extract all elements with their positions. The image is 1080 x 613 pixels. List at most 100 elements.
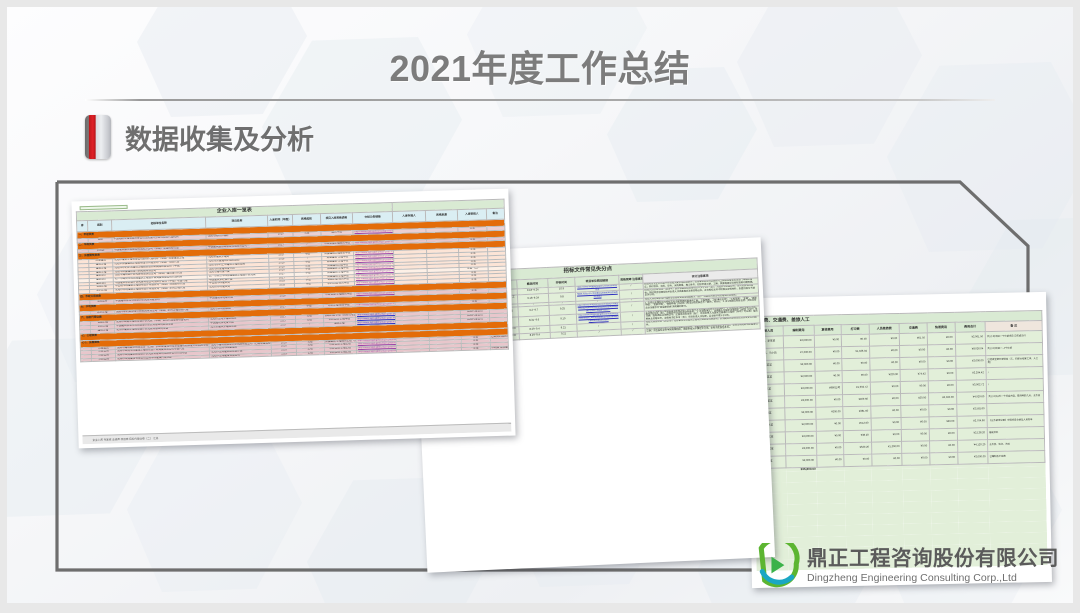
sheet3-filler-cell: [844, 480, 873, 493]
spreadsheet-surface: 企业入库一览表 序 类别 招标单位名称 项目名称 入库时间（年度） 资格类别 项…: [75, 192, 512, 445]
sheet3-col-header: 打印费: [841, 324, 870, 335]
sheet3-filler-cell: [817, 525, 846, 537]
sheet1-hyperlink[interactable]: http://www.sypl.gov.cn/zb-2017-k.html: [357, 316, 396, 321]
sheet1-cell: http://www.sypl.gov.cn/zb-2020-d.html: [356, 349, 397, 355]
sheet3-express-fee-cell: ¥0.00: [929, 428, 958, 441]
screenshot-enterprise-warehouse-list[interactable]: 企业入库一览表 序 类别 招标单位名称 项目名称 入库时间（年度） 资格类别 项…: [71, 188, 516, 449]
sheet3-total-fee-cell: ¥2,704.60: [956, 415, 988, 429]
sheet3-filler-cell: [873, 524, 904, 536]
sheet1-hyperlink[interactable]: http://www.sypl.gov.cn/zb-2018-f.html: [355, 276, 395, 281]
sheet1-hyperlink[interactable]: http://www.sypl.gov.cn/zb-2018-c.html: [355, 262, 395, 266]
sheet3-filler-cell: [786, 503, 818, 516]
sheet3-express-fee-cell: ¥0.00: [928, 404, 957, 417]
sheet3-col-header: 编制费用: [783, 325, 814, 336]
sheet2-hyperlink[interactable]: http://www.szggzyjy.gov.cn/notice/202008: [577, 284, 618, 291]
sheet1-hyperlink[interactable]: http://www.sypl.gov.cn/zb-2018-d.html: [355, 265, 395, 270]
sheet3-filler-cell: [786, 492, 818, 505]
sheet1-hyperlink[interactable]: http://www.sypl.gov.cn/zb-2017-i.html: [356, 302, 396, 306]
sheet3-filler-cell: [958, 489, 989, 501]
sheet3-print-fee-cell: ¥620.20: [843, 442, 872, 455]
sheet3-filler-cell: [817, 503, 846, 515]
sheet3-review-fee-cell: ¥0.00: [813, 334, 842, 348]
sheet1-hyperlink[interactable]: http://www.sypl.gov.cn/zb-2018-a.html: [355, 254, 395, 259]
sheet2-hyperlink[interactable]: http://www.hbbjzcloud.cn/hbjdxy/rrsa/004…: [577, 302, 619, 313]
sheet3-review-fee-cell: ¥0.00: [815, 418, 844, 432]
spreadsheet-surface: 标书费、交通费、差旅人工 编制人员 编制费用 复核费用 打印费 人员差旅费 交通…: [750, 295, 1048, 585]
sheet3-express-fee-cell: ¥0.00: [927, 344, 956, 357]
sheet1-hyperlink[interactable]: http://www.sypl.gov.cn/zbgg-2019-a.html: [354, 229, 394, 234]
sheet1-cell: 王某: [461, 346, 491, 351]
section-heading-label: 数据收集及分析: [125, 124, 314, 155]
sheet3-total-fee-cell: ¥2,061.50: [954, 331, 986, 345]
sheet1-hyperlink[interactable]: http://www.sypl.gov.cn/zb-2017-j.html: [356, 312, 396, 317]
sheet1-col-header: 入库时间（年度）: [267, 214, 293, 227]
sheet3-edit-fee-cell: ¥2,000.00: [784, 371, 815, 384]
section-heading-group: 数据收集及分析: [85, 115, 314, 159]
sheet3-express-fee-cell: ¥2,500.00: [928, 392, 957, 405]
sheet2-link-cell: /: [577, 328, 622, 338]
sheet3-col-header: 人员差旅费: [868, 323, 900, 335]
sheet3-print-fee-cell: ¥1,902.72: [842, 382, 871, 395]
sheet3-body: 张某、李某某 ¥2,000.00 ¥0.00 ¥0.00 ¥0.00 ¥61.50 ¥0.0…: [751, 330, 1048, 572]
sheet3-filler-cell: [930, 478, 959, 491]
sheet3-filler-cell: [787, 514, 818, 527]
sheet3-total-fee-cell: ¥8,026.04: [955, 343, 986, 357]
sheet3-edit-fee-cell: ¥2,000.00: [784, 407, 816, 420]
sheet1-cell: 市政公用 工程乙级: [324, 350, 357, 355]
sheet2-hyperlink[interactable]: http://www.szggzyjy.gov.cn/notice/202008…: [578, 312, 619, 322]
sheet3-express-fee-cell: ¥20.00: [929, 416, 957, 429]
sheet3-edit-fee-cell: ¥2,000.00: [784, 383, 816, 396]
sheet3-review-fee-cell: ¥0.00: [816, 442, 844, 456]
sheet1-hyperlink[interactable]: http://www.sypl.gov.cn/zb-2017-l.html: [357, 320, 396, 324]
sheet1-hyperlink[interactable]: http://www.sypl.gov.cn/zb-2020-b.html: [357, 341, 397, 346]
sheet3-review-fee-cell: ¥200.00: [815, 406, 844, 420]
sheet1-hyperlink[interactable]: http://www.sypl.gov.cn/zb-2017-c.html: [355, 250, 394, 255]
sheet3-total-fee-cell: ¥4,929.60: [956, 391, 987, 405]
sheet3-review-fee-cell: ¥0.00: [814, 370, 843, 384]
sheet3-filler-cell: [845, 524, 874, 537]
logo-text-block: 鼎正工程咨询股份有限公司 Dingzheng Engineering Consu…: [807, 548, 1059, 583]
sheet2-hyperlink[interactable]: https://zltz.cn.com/document/4612/sid/20…: [576, 291, 618, 298]
sheet3-edit-fee-cell: ¥2,000.00: [785, 443, 817, 456]
sheet3-filler-cell: [903, 512, 932, 525]
sheet3-print-fee-cell: ¥0.00: [841, 334, 870, 347]
sheet3-edit-fee-cell: ¥2,000.00: [784, 395, 816, 408]
sheet1-col-header: 入库审核人: [457, 208, 487, 221]
sheet1-hyperlink[interactable]: http://www.sypl.gov.cn/zb-2017-d.html: [355, 269, 395, 274]
sheet3-filler-cell: [958, 511, 990, 523]
sheet1-cell: 2020: [271, 352, 297, 357]
sheet1-hyperlink[interactable]: http://www.sypl.gov.cn/zb-2018-g.html: [355, 280, 395, 285]
sheet3-travel-fee-cell: ¥0.00: [869, 345, 901, 359]
sheet3-edit-fee-cell: ¥2,000.00: [785, 431, 817, 444]
sheet3-total-fee-cell: ¥2,581.60: [956, 403, 988, 417]
sheet3-col-header: 快递费用: [927, 322, 955, 333]
sheet1-hyperlink[interactable]: http://www.sypl.gov.cn/zb-2020-d.html: [357, 349, 397, 353]
sheet1-hyperlink[interactable]: http://www.sypl.gov.cn/zb-2018-b.html: [355, 258, 395, 263]
sheet1-body: 一、甲级资质 公路 中国路桥工程有限责任公司沈阳振兴分公司招标代理机构 沈阳市路桥工程…: [76, 219, 509, 363]
sheet3-print-fee-cell: ¥0.00: [841, 358, 870, 371]
sheet3-print-fee-cell: ¥0.00: [843, 454, 872, 467]
sheet1-cell: [80, 358, 92, 363]
sheet3-travel-fee-cell: ¥220.00: [869, 369, 901, 383]
sheet1-hyperlink[interactable]: http://www.sypl.gov.cn/zb-2020-c.html: [357, 345, 397, 350]
sheet3-edit-fee-cell: ¥7,000.00: [783, 347, 815, 360]
sheet1-hyperlink[interactable]: http://www.sypl.gov.cn/zb-2017-b.html: [354, 240, 394, 244]
sheet1-hyperlink[interactable]: http://www.sypl.gov.cn/zb-2017-e.html: [355, 273, 395, 277]
sheet3-filler-cell: [902, 490, 931, 503]
sheet3-total-fee-cell: ¥2,294.42: [955, 367, 987, 381]
sheet2-open-date-cell: 9.21: [549, 330, 578, 339]
sheet3-express-fee-cell: ¥0.00: [928, 380, 957, 393]
sheet1-hyperlink[interactable]: http://www.sypl.gov.cn/zb-2020-a.html: [357, 337, 397, 342]
sheet3-edit-fee-cell: ¥2,000.00: [783, 335, 815, 348]
sheet3-print-fee-cell: ¥409.60: [842, 394, 871, 407]
sheet3-filler-cell: [958, 522, 990, 534]
sheet3-filler-cell: [903, 501, 932, 514]
sheet1-hyperlink[interactable]: http://www.sypl.gov.cn/zb-2018-h.html: [356, 291, 396, 296]
sheet3-review-fee-cell: ¥0.00: [815, 394, 843, 408]
sheet3-transport-fee-cell: ¥0.00: [901, 416, 930, 430]
sheet3-travel-fee-cell: ¥0.00: [871, 429, 902, 443]
sheet3-review-fee-cell: ¥0.00: [814, 346, 842, 360]
sheet1-col-header: 备注: [485, 208, 505, 220]
sheet3-col-header: 交通费: [899, 322, 928, 334]
sheet3-filler-cell: [844, 491, 873, 504]
